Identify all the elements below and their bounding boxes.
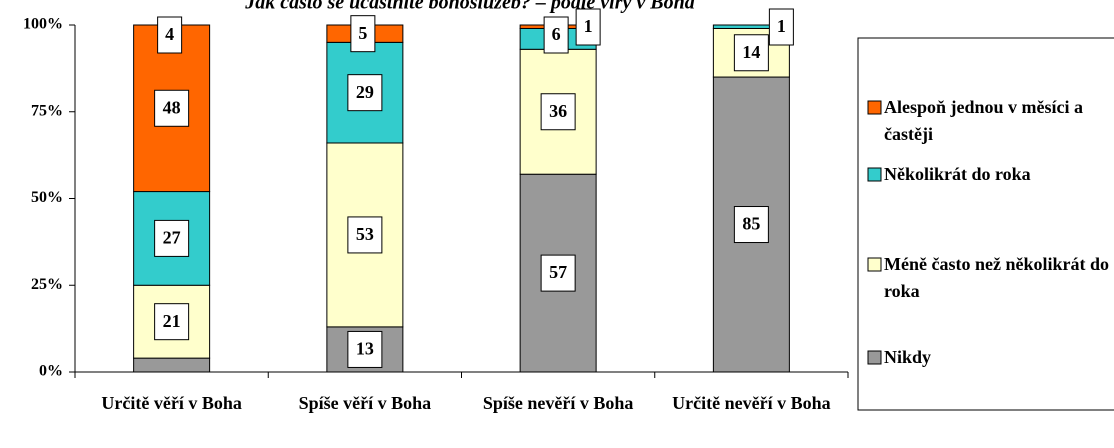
data-label-box — [543, 16, 569, 54]
y-tick-label: 50% — [31, 189, 63, 206]
data-label: 29 — [356, 82, 374, 102]
data-label-box — [154, 89, 190, 127]
x-tick-label: Určitě nevěří v Boha — [672, 393, 831, 413]
data-label: 13 — [356, 339, 374, 359]
legend-swatch — [867, 350, 882, 365]
data-label-box — [154, 219, 190, 257]
legend-label: Méně často než několikrát do roka — [884, 254, 1109, 301]
x-tick-label: Určitě věří v Boha — [101, 393, 242, 413]
legend-label-box: Nikdy — [884, 347, 932, 367]
data-label-box — [540, 93, 576, 131]
legend-label: Několikrát do roka — [884, 164, 1031, 184]
y-tick-label: 0% — [39, 363, 63, 380]
data-label: 27 — [163, 228, 181, 248]
legend-label-box: Alespoň jednou v měsíci a častěji — [884, 97, 1084, 144]
data-label-box — [350, 15, 376, 53]
data-label-box — [347, 74, 383, 112]
legend-label: Alespoň jednou v měsíci a častěji — [884, 97, 1084, 144]
legend-swatch — [867, 167, 882, 182]
x-tick-label-box: Určitě nevěří v Boha — [672, 393, 831, 413]
legend-label-box: Několikrát do roka — [884, 164, 1031, 184]
y-tick-label: 100% — [23, 16, 63, 33]
data-label-box — [347, 330, 383, 368]
data-label: 53 — [356, 224, 374, 244]
data-label-box — [768, 8, 794, 46]
data-label-box — [733, 34, 769, 72]
data-label-box — [733, 206, 769, 244]
data-label: 14 — [742, 42, 760, 62]
data-label-box — [347, 216, 383, 254]
x-tick-label: Spíše nevěří v Boha — [482, 393, 634, 413]
x-tick-label-box: Spíše nevěří v Boha — [482, 393, 634, 413]
legend-label: Nikdy — [884, 347, 932, 367]
data-label: 1 — [584, 16, 593, 36]
data-label: 85 — [742, 214, 760, 234]
data-label: 6 — [552, 24, 561, 44]
data-label: 5 — [358, 23, 367, 43]
data-label: 21 — [163, 311, 181, 331]
bar-segment — [133, 357, 211, 373]
data-label-box — [154, 303, 190, 341]
data-label-box — [157, 16, 183, 54]
legend-label-box: Méně často než několikrát do roka — [884, 254, 1109, 301]
data-label: 36 — [549, 101, 567, 121]
x-tick-label: Spíše věří v Boha — [298, 393, 432, 413]
y-tick-label: 75% — [31, 102, 63, 119]
data-label-box — [575, 8, 601, 46]
data-label: 4 — [165, 24, 174, 44]
data-label-box — [540, 254, 576, 292]
x-tick-label-box: Spíše věří v Boha — [298, 393, 432, 413]
data-label: 57 — [549, 262, 567, 282]
data-label: 48 — [163, 97, 181, 117]
legend-swatch — [867, 100, 882, 115]
y-tick-label: 25% — [31, 276, 63, 293]
legend-box — [857, 37, 1114, 411]
legend-swatch — [867, 257, 882, 272]
chart-title: Jak často se účastníte bohoslužeb? – pod… — [244, 0, 694, 14]
data-label: 1 — [777, 16, 786, 36]
x-tick-label-box: Určitě věří v Boha — [101, 393, 242, 413]
